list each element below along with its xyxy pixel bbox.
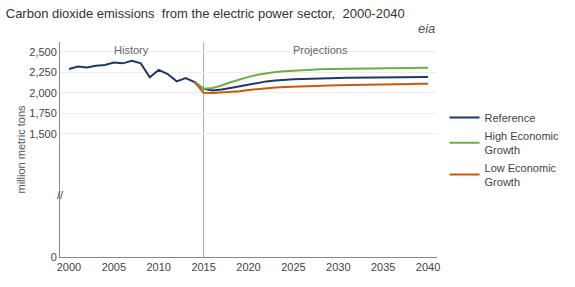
svg-text:2035: 2035 <box>371 261 395 273</box>
svg-text:eia: eia <box>418 21 435 36</box>
svg-text:2005: 2005 <box>102 261 126 273</box>
svg-text:History: History <box>114 44 149 56</box>
svg-text:1,750: 1,750 <box>29 107 57 119</box>
svg-text:2025: 2025 <box>281 261 305 273</box>
svg-text:2,000: 2,000 <box>29 87 57 99</box>
svg-text:2,500: 2,500 <box>29 46 57 58</box>
svg-text:2,250: 2,250 <box>29 66 57 78</box>
svg-text:2030: 2030 <box>326 261 350 273</box>
svg-text:Carbon dioxide emissions from: Carbon dioxide emissions from the electr… <box>6 6 405 21</box>
svg-text:Reference: Reference <box>485 112 536 124</box>
svg-text://: // <box>57 189 64 201</box>
svg-text:Projections: Projections <box>293 44 348 56</box>
svg-text:High EconomicGrowth: High EconomicGrowth <box>485 130 559 156</box>
svg-text:2015: 2015 <box>191 261 215 273</box>
svg-text:million metric tons: million metric tons <box>15 105 27 194</box>
svg-text:0: 0 <box>51 251 57 263</box>
svg-text:2040: 2040 <box>416 261 440 273</box>
svg-text:Low EconomicGrowth: Low EconomicGrowth <box>485 162 557 188</box>
svg-text:2020: 2020 <box>236 261 260 273</box>
svg-text:1,500: 1,500 <box>29 128 57 140</box>
svg-text:2010: 2010 <box>146 261 170 273</box>
svg-text:2000: 2000 <box>57 261 81 273</box>
